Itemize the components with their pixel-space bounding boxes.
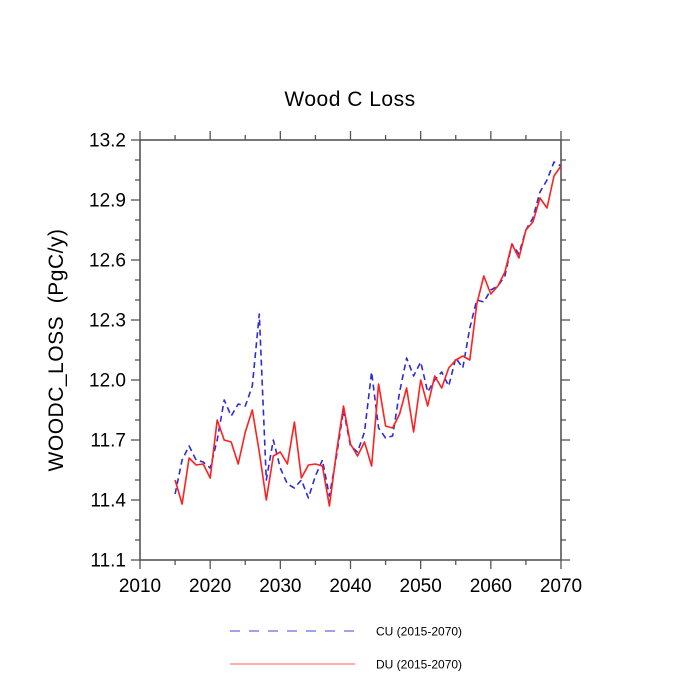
x-tick-label: 2070 xyxy=(540,576,582,597)
y-tick-label: 12.6 xyxy=(89,251,126,272)
y-tick-label: 11.7 xyxy=(90,431,126,452)
plot-frame xyxy=(139,139,562,561)
chart-title: Wood C Loss xyxy=(284,88,416,111)
tick-labels: 2010 2020 2030 2040 2050 2060 2070 11.1 11.4 11.7… xyxy=(89,131,582,598)
x-tick-label: 2030 xyxy=(259,576,301,597)
x-tick-label: 2040 xyxy=(329,576,371,597)
y-tick-label: 13.2 xyxy=(89,131,126,152)
y-tick-label: 12.0 xyxy=(89,371,126,392)
y-tick-label: 11.1 xyxy=(90,551,126,572)
x-tick-label: 2050 xyxy=(400,576,442,597)
x-tick-label: 2010 xyxy=(119,576,161,597)
axis-ticks xyxy=(131,131,570,569)
legend-du-label: DU (2015-2070) xyxy=(376,658,462,672)
y-tick-label: 11.4 xyxy=(90,491,126,512)
legend: CU (2015-2070) DU (2015-2070) xyxy=(230,625,462,672)
y-tick-label: 12.9 xyxy=(89,191,126,212)
x-tick-label: 2020 xyxy=(189,576,231,597)
cu-series-line xyxy=(174,161,562,499)
x-tick-label: 2060 xyxy=(470,576,512,597)
legend-cu-label: CU (2015-2070) xyxy=(376,625,462,639)
du-series-line xyxy=(174,165,562,507)
y-tick-label: 12.3 xyxy=(89,311,126,332)
